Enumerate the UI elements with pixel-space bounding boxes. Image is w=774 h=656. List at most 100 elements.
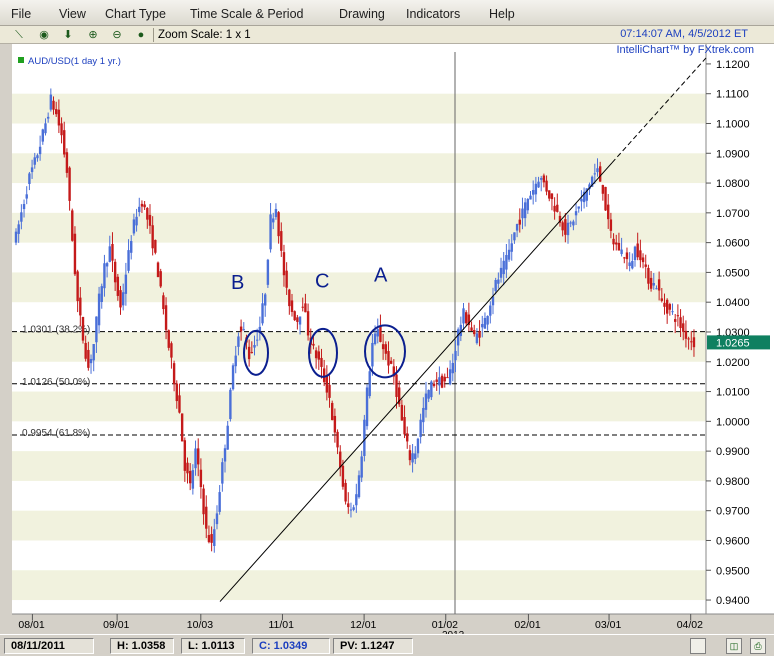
x-tick-label: 03/01: [595, 619, 621, 631]
price-chart: 0.9400 0.9500 0.9600 0.9700 0.9800 0.9900 1.00…: [12, 44, 774, 642]
candle-body: [301, 306, 304, 308]
color-icon[interactable]: ●: [137, 29, 145, 41]
chart-area[interactable]: 0.9400 0.9500 0.9600 0.9700 0.9800 0.9900 1.00…: [12, 44, 774, 642]
status-close: C: 1.0349: [252, 638, 330, 654]
candle-body: [127, 250, 130, 271]
candle-body: [628, 262, 631, 267]
candle-body: [194, 448, 197, 469]
candle-body: [427, 390, 430, 399]
candle-body: [403, 417, 406, 435]
candle-body: [660, 298, 664, 301]
candle-body: [304, 303, 307, 313]
candle-body: [87, 349, 90, 368]
candle-body: [430, 381, 433, 398]
y-tick-label: 1.0600: [716, 238, 750, 250]
candle-body: [486, 316, 489, 325]
candle-body: [242, 329, 245, 331]
pen-tool-icon[interactable]: ⟍: [15, 29, 23, 41]
y-tick-label: 0.9600: [716, 535, 750, 547]
print-icon[interactable]: ⎙: [750, 638, 766, 654]
candle-body: [218, 492, 221, 512]
candle-body: [143, 204, 146, 208]
candle-body: [548, 190, 551, 199]
candle-body: [435, 379, 438, 382]
zoom-out-icon[interactable]: ⊖: [112, 29, 122, 41]
candle-body: [521, 208, 524, 219]
candle-body: [223, 448, 227, 462]
candle-body: [523, 202, 527, 219]
candle-body: [526, 198, 530, 211]
candle-body: [593, 173, 597, 175]
candle-body: [518, 219, 521, 225]
grid-band: [12, 391, 706, 422]
candle-body: [596, 168, 599, 173]
y-tick-label: 1.1000: [716, 118, 750, 130]
candle-body: [100, 286, 103, 302]
candle-body: [397, 387, 401, 405]
candle-body: [395, 374, 398, 397]
candle-body: [411, 453, 414, 463]
annotation-b: B: [231, 272, 244, 294]
candle-body: [692, 337, 696, 348]
candle-body: [585, 188, 588, 201]
menu-drawing[interactable]: Drawing: [339, 7, 385, 21]
candle-body: [607, 204, 610, 220]
candle-body: [641, 257, 645, 263]
fib-level-label: 1.0126 (50.0%): [22, 377, 90, 388]
candle-body: [644, 264, 647, 267]
candle-body: [17, 224, 20, 234]
candle-body: [360, 456, 363, 478]
candle-body: [213, 529, 216, 547]
candle-body: [191, 470, 195, 489]
candle-body: [373, 333, 377, 344]
candle-body: [636, 243, 639, 258]
x-tick-label: 08/01: [18, 619, 44, 631]
candle-body: [264, 294, 267, 306]
menu-help[interactable]: Help: [489, 7, 515, 21]
legend-swatch: [18, 57, 24, 63]
window-tile-icon[interactable]: ◫: [726, 638, 742, 654]
candle-body: [317, 351, 321, 360]
menu-file[interactable]: File: [11, 7, 32, 21]
candle-body: [277, 212, 280, 237]
candle-body: [269, 214, 272, 250]
candle-body: [36, 155, 39, 159]
y-tick-label: 0.9800: [716, 476, 750, 488]
menu-chart-type[interactable]: Chart Type: [105, 7, 166, 21]
down-arrow-icon[interactable]: ⬇: [63, 29, 73, 41]
candle-body: [604, 186, 607, 211]
candle-body: [210, 534, 213, 543]
candle-body: [406, 433, 409, 442]
candle-body: [475, 333, 479, 344]
candle-body: [314, 350, 318, 359]
candle-body: [167, 330, 170, 348]
zoom-in-icon[interactable]: ⊕: [88, 29, 98, 41]
ellipse-c: [308, 327, 338, 378]
candle-body: [564, 219, 567, 235]
candle-body: [234, 355, 237, 367]
candle-body: [674, 319, 677, 322]
candle-body: [489, 305, 492, 316]
scroll-button[interactable]: [690, 638, 706, 654]
candle-body: [41, 129, 44, 142]
candle-body: [588, 184, 591, 190]
candle-body: [687, 338, 690, 340]
candle-body: [60, 123, 63, 136]
menu-time-scale[interactable]: Time Scale & Period: [190, 7, 304, 21]
candle-body: [296, 317, 299, 322]
ellipse-a: [364, 324, 406, 379]
candle-body: [580, 198, 583, 202]
candle-body: [631, 261, 634, 269]
candle-body: [344, 482, 347, 502]
candle-body: [322, 368, 326, 383]
candle-body: [76, 271, 79, 302]
menu-view[interactable]: View: [59, 7, 86, 21]
menu-indicators[interactable]: Indicators: [406, 7, 461, 21]
candle-body: [188, 470, 192, 484]
candle-body: [266, 259, 270, 285]
candle-body: [454, 350, 457, 361]
candle-body: [105, 263, 109, 267]
candle-body: [478, 330, 481, 338]
crosshair-icon[interactable]: ◉: [39, 29, 49, 41]
candle-body: [140, 203, 144, 207]
